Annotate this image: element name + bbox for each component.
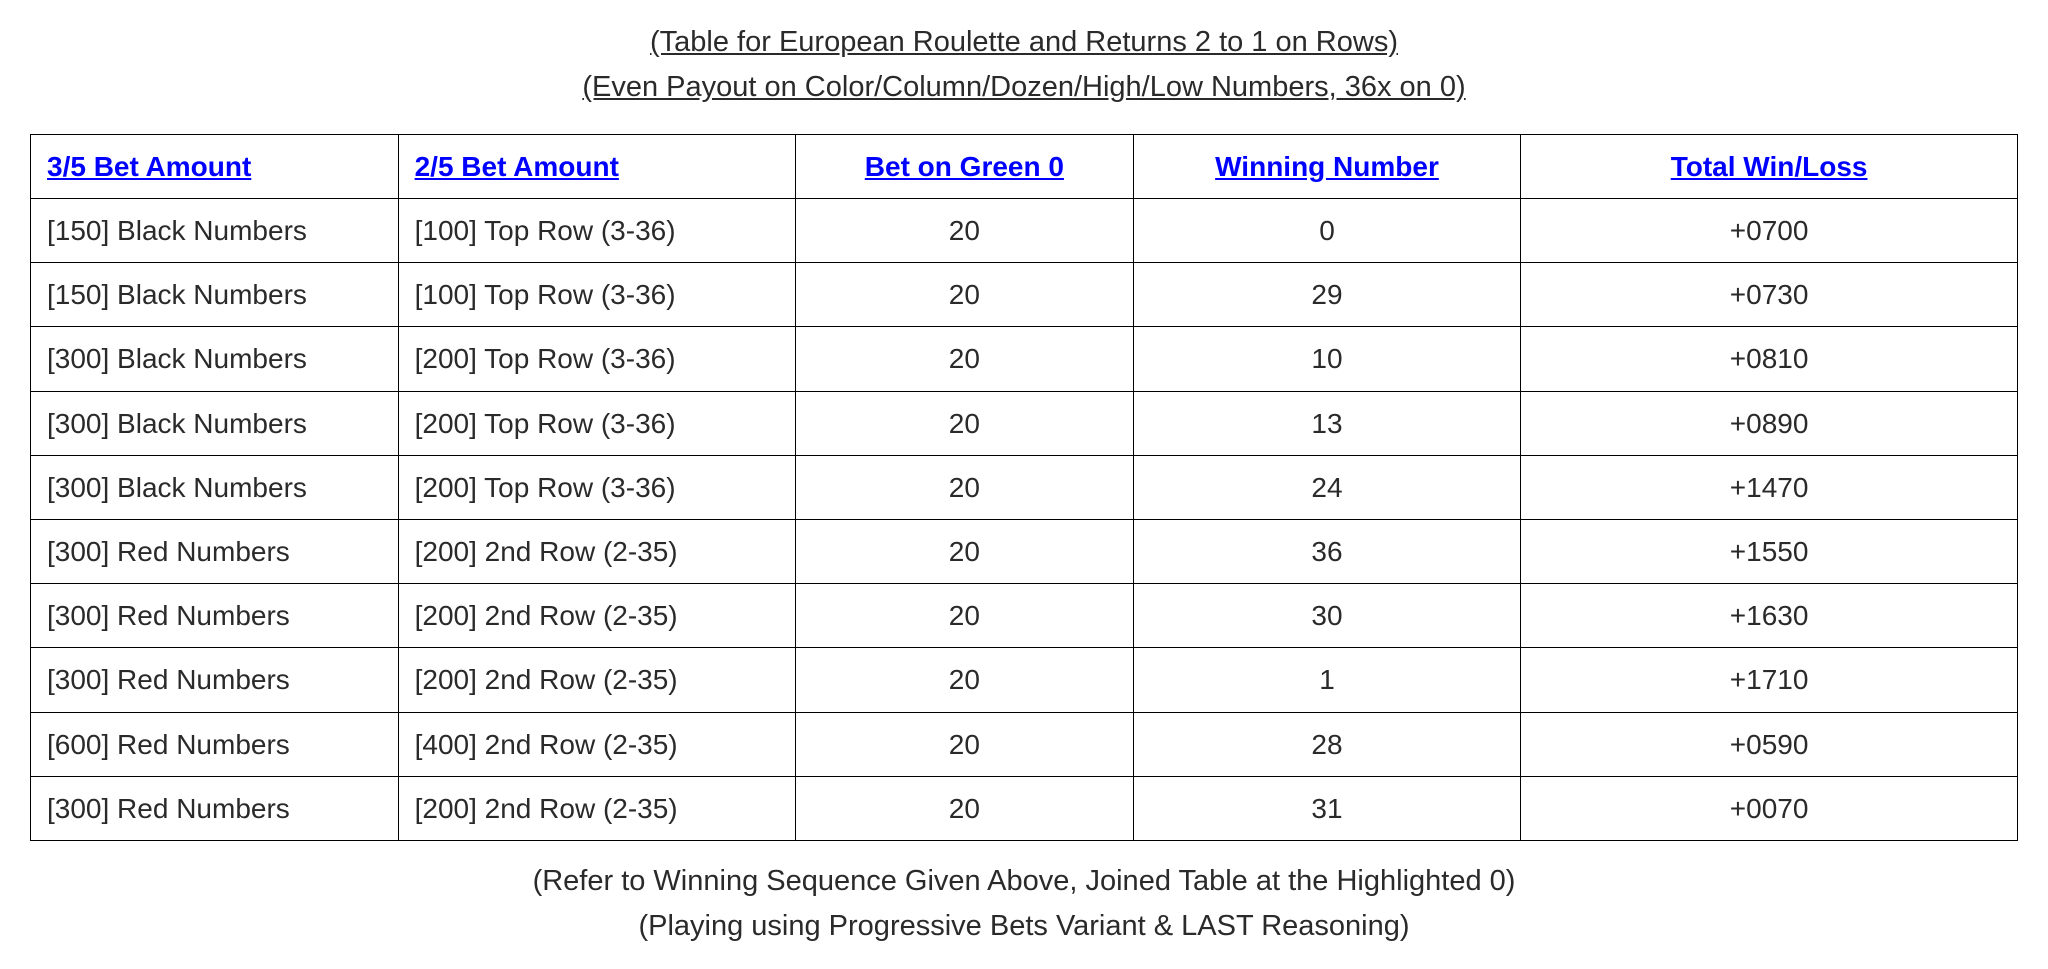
table-cell: 20 xyxy=(795,520,1133,584)
col-header-bet-3-5: 3/5 Bet Amount xyxy=(31,134,399,198)
table-body: [150] Black Numbers[100] Top Row (3-36)2… xyxy=(31,199,2018,841)
table-cell: +0810 xyxy=(1521,327,2018,391)
table-cell: +1710 xyxy=(1521,648,2018,712)
col-header-bet-green: Bet on Green 0 xyxy=(795,134,1133,198)
table-cell: 29 xyxy=(1133,263,1520,327)
table-row: [150] Black Numbers[100] Top Row (3-36)2… xyxy=(31,263,2018,327)
table-cell: 20 xyxy=(795,263,1133,327)
table-caption-bottom: (Refer to Winning Sequence Given Above, … xyxy=(30,859,2018,949)
table-row: [300] Black Numbers[200] Top Row (3-36)2… xyxy=(31,327,2018,391)
table-cell: [600] Red Numbers xyxy=(31,712,399,776)
table-row: [300] Black Numbers[200] Top Row (3-36)2… xyxy=(31,455,2018,519)
table-row: [300] Red Numbers[200] 2nd Row (2-35)201… xyxy=(31,648,2018,712)
table-cell: [100] Top Row (3-36) xyxy=(398,263,795,327)
col-header-total-win-loss: Total Win/Loss xyxy=(1521,134,2018,198)
table-cell: 20 xyxy=(795,776,1133,840)
table-cell: [300] Red Numbers xyxy=(31,648,399,712)
table-cell: 10 xyxy=(1133,327,1520,391)
table-cell: 28 xyxy=(1133,712,1520,776)
roulette-table: 3/5 Bet Amount 2/5 Bet Amount Bet on Gre… xyxy=(30,134,2018,841)
table-cell: 30 xyxy=(1133,584,1520,648)
table-cell: 20 xyxy=(795,712,1133,776)
table-cell: [300] Black Numbers xyxy=(31,391,399,455)
table-cell: 20 xyxy=(795,391,1133,455)
table-cell: +0890 xyxy=(1521,391,2018,455)
table-row: [300] Black Numbers[200] Top Row (3-36)2… xyxy=(31,391,2018,455)
table-cell: [150] Black Numbers xyxy=(31,199,399,263)
table-row: [300] Red Numbers[200] 2nd Row (2-35)203… xyxy=(31,520,2018,584)
table-cell: [300] Red Numbers xyxy=(31,520,399,584)
footer-line-1: (Refer to Winning Sequence Given Above, … xyxy=(30,859,2018,904)
table-cell: +1630 xyxy=(1521,584,2018,648)
table-header: 3/5 Bet Amount 2/5 Bet Amount Bet on Gre… xyxy=(31,134,2018,198)
table-cell: [300] Black Numbers xyxy=(31,455,399,519)
table-cell: +0070 xyxy=(1521,776,2018,840)
table-cell: [200] 2nd Row (2-35) xyxy=(398,776,795,840)
table-cell: [200] Top Row (3-36) xyxy=(398,327,795,391)
table-cell: [150] Black Numbers xyxy=(31,263,399,327)
table-cell: 13 xyxy=(1133,391,1520,455)
table-cell: +0590 xyxy=(1521,712,2018,776)
table-cell: 20 xyxy=(795,327,1133,391)
table-cell: 20 xyxy=(795,584,1133,648)
table-caption-top: (Table for European Roulette and Returns… xyxy=(30,20,2018,110)
table-cell: +0700 xyxy=(1521,199,2018,263)
col-header-winning-number: Winning Number xyxy=(1133,134,1520,198)
table-cell: 1 xyxy=(1133,648,1520,712)
table-cell: [200] 2nd Row (2-35) xyxy=(398,520,795,584)
table-cell: [200] 2nd Row (2-35) xyxy=(398,648,795,712)
table-row: [150] Black Numbers[100] Top Row (3-36)2… xyxy=(31,199,2018,263)
table-cell: 20 xyxy=(795,455,1133,519)
caption-line-2: (Even Payout on Color/Column/Dozen/High/… xyxy=(30,65,2018,110)
table-cell: 20 xyxy=(795,648,1133,712)
table-cell: +1550 xyxy=(1521,520,2018,584)
table-row: [300] Red Numbers[200] 2nd Row (2-35)203… xyxy=(31,776,2018,840)
table-cell: [200] Top Row (3-36) xyxy=(398,391,795,455)
col-header-bet-2-5: 2/5 Bet Amount xyxy=(398,134,795,198)
table-cell: [300] Black Numbers xyxy=(31,327,399,391)
table-row: [300] Red Numbers[200] 2nd Row (2-35)203… xyxy=(31,584,2018,648)
table-cell: +1470 xyxy=(1521,455,2018,519)
table-cell: [300] Red Numbers xyxy=(31,584,399,648)
table-cell: [300] Red Numbers xyxy=(31,776,399,840)
table-cell: 36 xyxy=(1133,520,1520,584)
footer-line-2: (Playing using Progressive Bets Variant … xyxy=(30,904,2018,949)
table-cell: 24 xyxy=(1133,455,1520,519)
header-row: 3/5 Bet Amount 2/5 Bet Amount Bet on Gre… xyxy=(31,134,2018,198)
table-cell: [100] Top Row (3-36) xyxy=(398,199,795,263)
caption-line-1: (Table for European Roulette and Returns… xyxy=(30,20,2018,65)
table-cell: [200] Top Row (3-36) xyxy=(398,455,795,519)
table-cell: 31 xyxy=(1133,776,1520,840)
table-cell: [400] 2nd Row (2-35) xyxy=(398,712,795,776)
table-cell: 0 xyxy=(1133,199,1520,263)
table-cell: [200] 2nd Row (2-35) xyxy=(398,584,795,648)
table-row: [600] Red Numbers[400] 2nd Row (2-35)202… xyxy=(31,712,2018,776)
table-cell: +0730 xyxy=(1521,263,2018,327)
table-cell: 20 xyxy=(795,199,1133,263)
